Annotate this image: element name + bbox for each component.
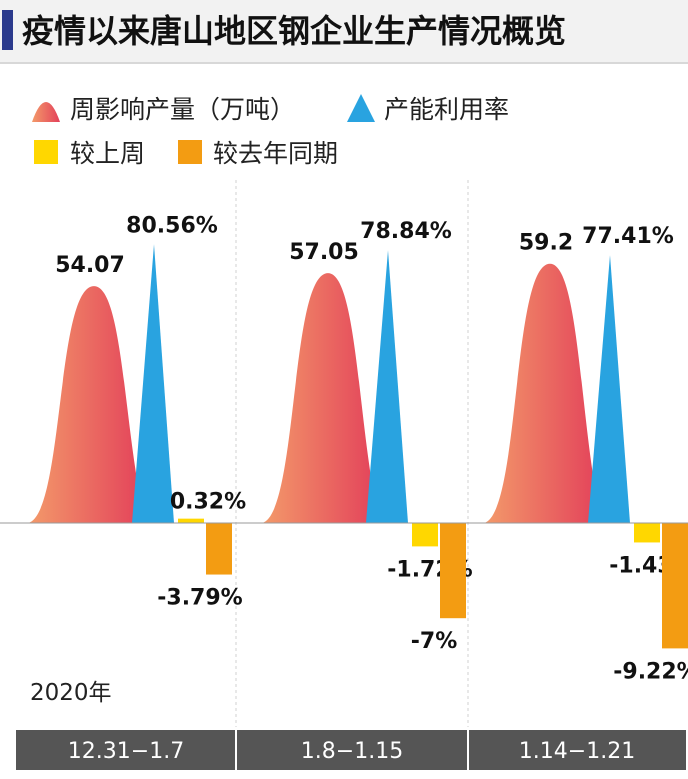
chart-marks: 54.0780.56%0.32%-3.79%57.0578.84%-1.72%-… bbox=[28, 213, 688, 684]
production-shape-2 bbox=[262, 273, 380, 523]
legend-year-change-icon bbox=[178, 140, 202, 164]
week-change-label-1: 0.32% bbox=[170, 490, 246, 515]
chart-title: 疫情以来唐山地区钢企业生产情况概览 bbox=[22, 12, 566, 50]
week-change-bar-2 bbox=[412, 523, 438, 547]
title-accent-bar bbox=[2, 10, 13, 50]
production-label-2: 57.05 bbox=[289, 240, 359, 265]
legend-utilization-icon bbox=[347, 94, 375, 122]
production-shape-1 bbox=[28, 286, 146, 523]
year-label: 2020年 bbox=[30, 680, 112, 706]
production-shape-3 bbox=[484, 263, 602, 523]
year-change-bar-2 bbox=[440, 523, 466, 619]
category-label-2: 1.8−1.15 bbox=[301, 739, 403, 764]
utilization-triangle-3 bbox=[588, 255, 630, 523]
legend-production-icon bbox=[32, 102, 60, 122]
category-label-1: 12.31−1.7 bbox=[68, 739, 184, 764]
utilization-label-2: 78.84% bbox=[360, 219, 452, 244]
header-band bbox=[0, 0, 688, 62]
category-bar bbox=[16, 730, 686, 770]
legend: 周影响产量（万吨） 产能利用率 较上周 较去年同期 bbox=[32, 94, 509, 168]
utilization-label-1: 80.56% bbox=[126, 213, 218, 238]
year-change-bar-3 bbox=[662, 523, 688, 649]
legend-label-production: 周影响产量（万吨） bbox=[70, 95, 295, 124]
legend-week-change-icon bbox=[34, 140, 58, 164]
legend-label-week-change: 较上周 bbox=[70, 139, 145, 168]
category-label-3: 1.14−1.21 bbox=[519, 739, 635, 764]
legend-label-year-change: 较去年同期 bbox=[213, 139, 338, 168]
year-change-label-2: -7% bbox=[411, 629, 457, 654]
production-label-3: 59.2 bbox=[519, 231, 573, 256]
utilization-triangle-2 bbox=[366, 250, 408, 523]
year-change-label-3: -9.22% bbox=[613, 659, 688, 684]
utilization-label-3: 77.41% bbox=[582, 224, 674, 249]
week-change-bar-3 bbox=[634, 523, 660, 543]
production-label-1: 54.07 bbox=[55, 253, 125, 278]
year-change-bar-1 bbox=[206, 523, 232, 575]
header-divider bbox=[0, 62, 688, 64]
utilization-triangle-1 bbox=[132, 244, 174, 524]
week-change-bar-1 bbox=[178, 518, 204, 523]
year-change-label-1: -3.79% bbox=[157, 586, 242, 611]
legend-label-utilization: 产能利用率 bbox=[384, 95, 509, 124]
